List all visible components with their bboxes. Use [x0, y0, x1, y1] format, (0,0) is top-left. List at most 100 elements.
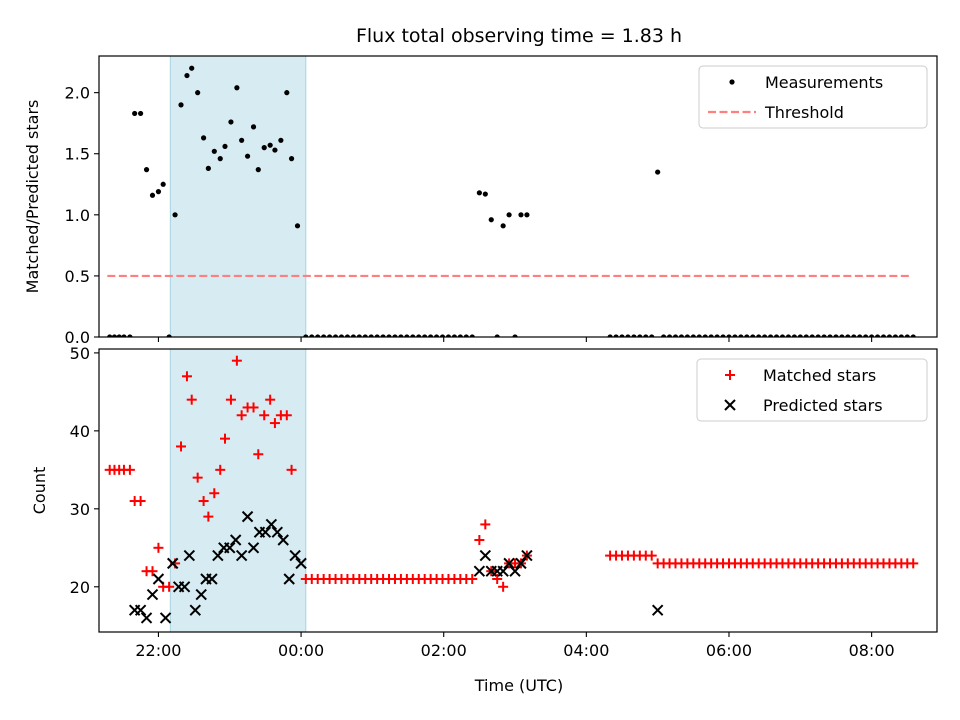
data-point [392, 334, 398, 337]
data-point [714, 334, 720, 337]
data-point [368, 334, 374, 337]
y-tick-label: 1.0 [65, 206, 90, 225]
y-tick-label: 50 [70, 344, 90, 363]
data-point [295, 557, 307, 570]
data-point [134, 604, 147, 616]
data-point [910, 334, 916, 337]
data-point [732, 334, 738, 337]
y-tick-label: 30 [70, 500, 90, 519]
data-point [380, 334, 386, 337]
data-point [135, 496, 146, 507]
data-point [613, 334, 619, 337]
data-point [482, 191, 488, 197]
data-point [374, 334, 380, 337]
data-point [892, 334, 898, 337]
legend-label: Matched stars [763, 366, 876, 385]
data-point [176, 441, 187, 452]
data-point [467, 573, 478, 584]
data-point [244, 153, 251, 159]
data-point [625, 334, 631, 337]
data-point [184, 72, 190, 79]
data-point [643, 334, 649, 337]
data-point [315, 334, 321, 337]
data-point [869, 334, 875, 337]
top-panel: 0.00.51.01.52.0 Matched/Predicted stars … [23, 55, 938, 347]
data-point [474, 535, 485, 546]
top-y-axis-label: Matched/Predicted stars [23, 100, 42, 294]
series-predicted-stars [128, 510, 664, 624]
data-point [271, 526, 284, 538]
y-tick-label: 0.0 [65, 328, 90, 347]
data-point [247, 542, 260, 554]
bottom-plot-marks [104, 355, 919, 624]
legend-entry: Matched stars [725, 366, 876, 385]
data-point [164, 581, 175, 592]
data-point [140, 612, 153, 624]
data-point [702, 334, 708, 337]
legend-entry: Measurements [729, 73, 883, 92]
data-point [908, 558, 919, 569]
data-point [480, 519, 491, 530]
top-shaded-span [169, 55, 307, 338]
data-point [476, 190, 482, 196]
data-point [498, 581, 509, 592]
data-point [284, 90, 290, 96]
data-point [637, 334, 643, 337]
data-point [209, 488, 220, 499]
legend-entry: Predicted stars [724, 396, 883, 415]
data-point [422, 334, 428, 337]
data-point [192, 472, 203, 483]
data-point [195, 588, 207, 601]
data-point [428, 334, 434, 337]
legend-label: Threshold [764, 103, 844, 122]
data-point [350, 334, 356, 337]
x-tick-label: 04:00 [563, 641, 609, 660]
y-tick-label: 1.5 [65, 145, 90, 164]
data-point [821, 334, 827, 337]
data-point [851, 334, 857, 337]
top-legend: Measurements Threshold [698, 65, 928, 129]
data-point [773, 334, 780, 337]
data-point [261, 145, 267, 151]
data-point [229, 534, 242, 546]
data-point [509, 565, 521, 577]
data-point [183, 549, 196, 562]
data-point [172, 212, 178, 218]
data-point [874, 334, 881, 337]
top-y-ticks: 0.0 0.5 1.0 1.5 2.0 [65, 84, 99, 347]
data-point [767, 334, 774, 337]
data-point [248, 402, 259, 413]
x-axis-label: Time (UTC) [474, 676, 563, 695]
data-point [225, 394, 236, 405]
data-point [289, 549, 301, 562]
data-point [672, 334, 679, 337]
data-point [410, 334, 416, 337]
data-point [398, 334, 404, 337]
data-point [228, 119, 234, 125]
data-point [288, 156, 295, 162]
data-point [696, 334, 702, 337]
data-point [457, 334, 463, 337]
data-point [121, 334, 127, 337]
data-point [479, 549, 492, 562]
data-point [219, 433, 230, 444]
data-point [149, 192, 156, 198]
series-measurements [107, 65, 916, 337]
data-point [321, 334, 327, 337]
data-point [762, 334, 768, 337]
data-point [362, 334, 368, 337]
legend-label: Measurements [765, 73, 883, 92]
data-point [272, 147, 278, 153]
data-point [326, 334, 333, 337]
data-point [631, 334, 637, 337]
data-point [153, 542, 164, 553]
data-point [159, 612, 172, 624]
data-point [880, 334, 887, 337]
data-point [463, 334, 469, 337]
data-point [111, 334, 118, 337]
top-x-ticks [157, 337, 873, 342]
data-point [803, 334, 809, 337]
data-point [195, 90, 201, 96]
data-point [898, 334, 904, 337]
